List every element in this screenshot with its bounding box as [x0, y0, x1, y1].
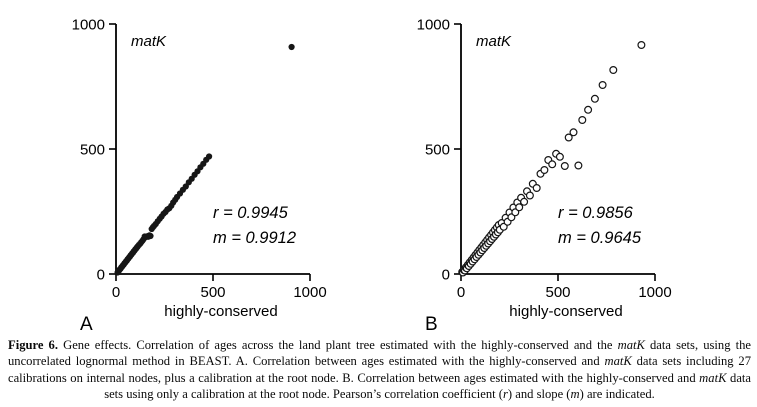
series-label: matK — [131, 33, 167, 50]
y-tick-label: 0 — [442, 267, 450, 284]
x-tick-label: 0 — [112, 284, 120, 301]
stat-annotation: m = 0.9645 — [558, 229, 642, 247]
caption-segment: data sets, using the uncorrelated lognor… — [8, 338, 751, 369]
data-point — [515, 203, 524, 212]
stat-annotation: r = 0.9945 — [213, 204, 289, 222]
caption-segment: matK — [699, 370, 727, 385]
y-tick-label: 1000 — [72, 17, 105, 34]
data-point — [288, 43, 295, 51]
data-point — [609, 65, 618, 74]
caption-segment: data sets using only a calibration at th… — [104, 370, 752, 402]
y-tick-label: 0 — [97, 267, 105, 284]
caption-segment: r — [503, 387, 508, 402]
data-point — [574, 161, 583, 170]
data-point — [548, 160, 557, 169]
y-tick-label: 1000 — [417, 17, 450, 34]
scatter-panel-a: 0 500 1000 0 500 1000 highly-conserved matK r = … — [72, 17, 327, 336]
panel-label: B — [425, 314, 438, 335]
data-point — [532, 184, 541, 193]
x-tick-label: 0 — [457, 284, 465, 301]
caption-segment: matK — [604, 354, 632, 369]
data-point — [569, 128, 578, 137]
data-point — [147, 232, 154, 240]
x-axis-label: highly-conserved — [509, 303, 622, 320]
caption-segment: m — [570, 387, 580, 402]
data-point — [584, 105, 593, 114]
stat-annotation: r = 0.9856 — [558, 204, 634, 222]
x-tick-label: 500 — [200, 284, 225, 301]
data-point — [560, 162, 569, 171]
caption-segment: matK — [617, 338, 645, 352]
x-tick-label: 1000 — [293, 284, 326, 301]
series-label: matK — [476, 33, 512, 50]
y-tick-label: 500 — [425, 142, 450, 159]
scatter-panel-b: 0 500 1000 0 500 1000 highly-conserved matK r = … — [417, 17, 672, 336]
data-point — [637, 40, 646, 49]
data-point — [598, 80, 607, 89]
data-point — [206, 153, 213, 160]
data-point — [525, 191, 534, 200]
caption-segment: Figure 6. — [8, 338, 58, 352]
data-point — [578, 115, 587, 124]
caption-segment: ) and slope ( — [507, 387, 571, 402]
caption-segment: data sets including 27 calibrations on i… — [8, 354, 751, 385]
caption-segment: Gene effects. Correlation of ages across… — [58, 338, 618, 352]
x-tick-label: 1000 — [638, 284, 671, 301]
stat-annotation: m = 0.9912 — [213, 229, 296, 247]
panel-label: A — [80, 314, 93, 335]
data-point — [590, 94, 599, 103]
y-tick-label: 500 — [80, 142, 105, 159]
caption-segment: ) are indicated. — [579, 387, 655, 402]
data-point — [555, 152, 564, 161]
figure-caption: Figure 6. Gene effects. Correlation of a… — [8, 337, 751, 402]
data-point — [540, 166, 549, 175]
x-axis-label: highly-conserved — [164, 303, 277, 320]
data-point — [520, 197, 529, 206]
x-tick-label: 500 — [545, 284, 570, 301]
data-point — [564, 133, 573, 142]
